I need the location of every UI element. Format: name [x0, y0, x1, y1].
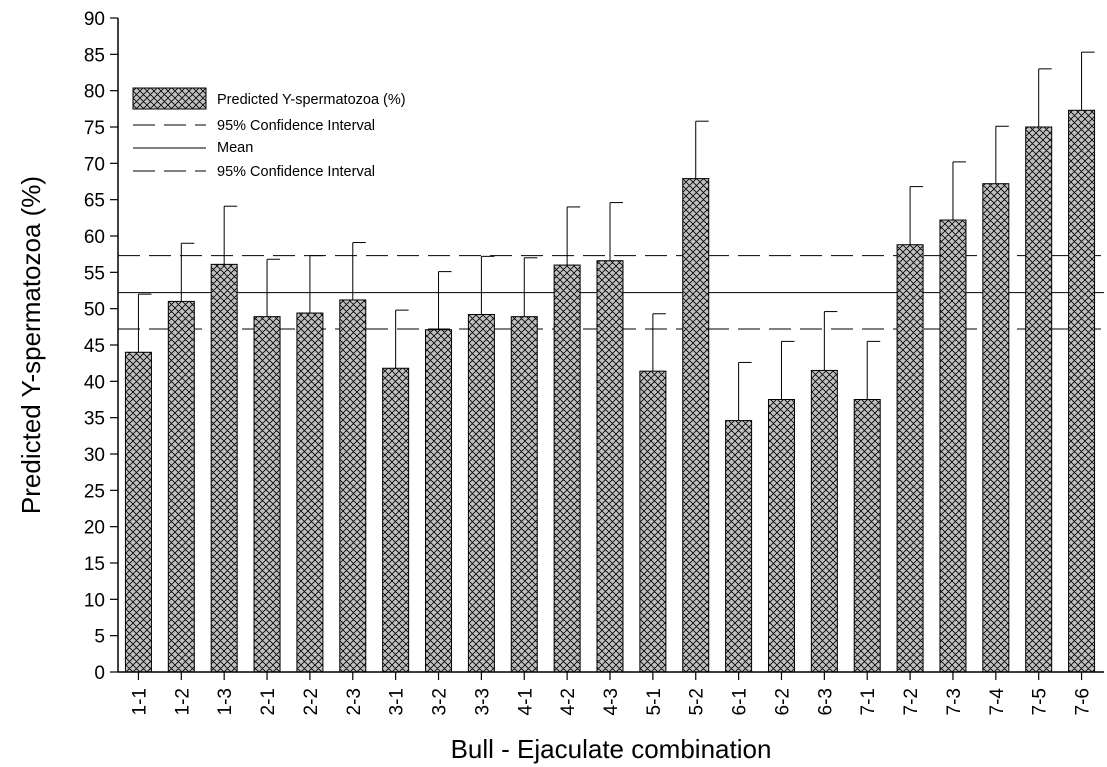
- y-tick-label: 50: [84, 300, 105, 321]
- bar-3-2: [425, 329, 453, 673]
- y-tick-label: 65: [84, 191, 105, 212]
- bar-3-3: [467, 313, 495, 673]
- bar-7-3: [939, 219, 967, 673]
- bar-7-1: [853, 399, 881, 673]
- y-tick-label: 5: [94, 627, 105, 648]
- x-tick-label: 4-1: [515, 688, 536, 715]
- x-tick-label: 6-1: [730, 688, 751, 715]
- y-tick-label: 0: [94, 663, 105, 684]
- y-axis: 0 5 10 15 20 25 30 35 40 45 50 55 60 65 70 75 80 85 90: [84, 9, 119, 684]
- bar-2-2: [296, 312, 324, 673]
- bar-1-1: [124, 351, 152, 673]
- error-bars: [137, 51, 1095, 421]
- bar-6-2: [767, 399, 795, 673]
- x-tick-label: 6-2: [772, 688, 793, 715]
- y-tick-label: 10: [84, 590, 105, 611]
- legend: Predicted Y-spermatozoa (%) 95% Confiden…: [132, 87, 406, 180]
- y-tick-label: 75: [84, 118, 105, 139]
- y-tick-label: 70: [84, 154, 105, 175]
- x-tick-label: 7-4: [987, 688, 1008, 716]
- y-tick-label: 45: [84, 336, 105, 357]
- x-axis: 1-1 1-2 1-3 2-1 2-2 2-3 3-1 3-2 3-3 4-1 4-2 4-3 5-1 5…: [118, 671, 1104, 716]
- bars: [124, 109, 1096, 673]
- bar-4-1: [510, 316, 538, 673]
- x-tick-label: 3-2: [430, 688, 451, 715]
- bar-7-6: [1068, 109, 1096, 673]
- x-tick-label: 6-3: [815, 688, 836, 715]
- y-tick-label: 15: [84, 554, 105, 575]
- x-tick-label: 7-2: [901, 688, 922, 715]
- bar-1-3: [210, 263, 238, 673]
- bar-1-2: [167, 300, 195, 673]
- x-tick-label: 1-1: [129, 688, 150, 715]
- y-tick-label: 40: [84, 372, 105, 393]
- y-tick-label: 35: [84, 409, 105, 430]
- y-tick-label: 80: [84, 82, 105, 103]
- y-tick-label: 85: [84, 45, 105, 66]
- x-tick-label: 2-2: [301, 688, 322, 715]
- bar-4-2: [553, 264, 581, 673]
- bar-5-1: [639, 370, 667, 673]
- x-tick-label: 7-3: [944, 688, 965, 715]
- legend-label-mean: Mean: [217, 140, 253, 156]
- x-tick-label: 4-2: [558, 688, 579, 715]
- bar-6-1: [725, 420, 753, 673]
- legend-label-ci-upper: 95% Confidence Interval: [217, 118, 375, 134]
- bar-7-5: [1025, 126, 1053, 673]
- x-axis-title: Bull - Ejaculate combination: [451, 734, 772, 764]
- y-tick-label: 20: [84, 518, 105, 539]
- x-tick-label: 2-1: [258, 688, 279, 715]
- x-tick-label: 5-1: [644, 688, 665, 715]
- x-tick-label: 3-3: [472, 688, 493, 715]
- bar-6-3: [810, 369, 838, 673]
- x-tick-label: 7-1: [858, 688, 879, 715]
- legend-label-ci-lower: 95% Confidence Interval: [217, 164, 375, 180]
- y-tick-label: 55: [84, 263, 105, 284]
- legend-label-predicted: Predicted Y-spermatozoa (%): [217, 92, 406, 108]
- x-tick-label: 5-2: [687, 688, 708, 715]
- legend-swatch-bar: [132, 87, 207, 110]
- bar-5-2: [682, 178, 710, 673]
- y-tick-label: 25: [84, 481, 105, 502]
- bar-7-4: [982, 183, 1010, 673]
- x-tick-label: 3-1: [387, 688, 408, 715]
- bar-2-3: [339, 299, 367, 673]
- y-tick-label: 90: [84, 9, 105, 30]
- x-tick-label: 1-2: [172, 688, 193, 715]
- bar-7-2: [896, 244, 924, 673]
- y-tick-label: 60: [84, 227, 105, 248]
- bar-3-1: [382, 367, 410, 673]
- y-axis-title: Predicted Y-spermatozoa (%): [16, 176, 46, 514]
- bar-4-3: [596, 260, 624, 673]
- x-tick-label: 7-6: [1073, 688, 1094, 715]
- x-tick-label: 7-5: [1030, 688, 1051, 715]
- x-tick-label: 1-3: [215, 688, 236, 715]
- bar-2-1: [253, 316, 281, 673]
- y-tick-label: 30: [84, 445, 105, 466]
- x-tick-label: 2-3: [344, 688, 365, 715]
- x-tick-label: 4-3: [601, 688, 622, 715]
